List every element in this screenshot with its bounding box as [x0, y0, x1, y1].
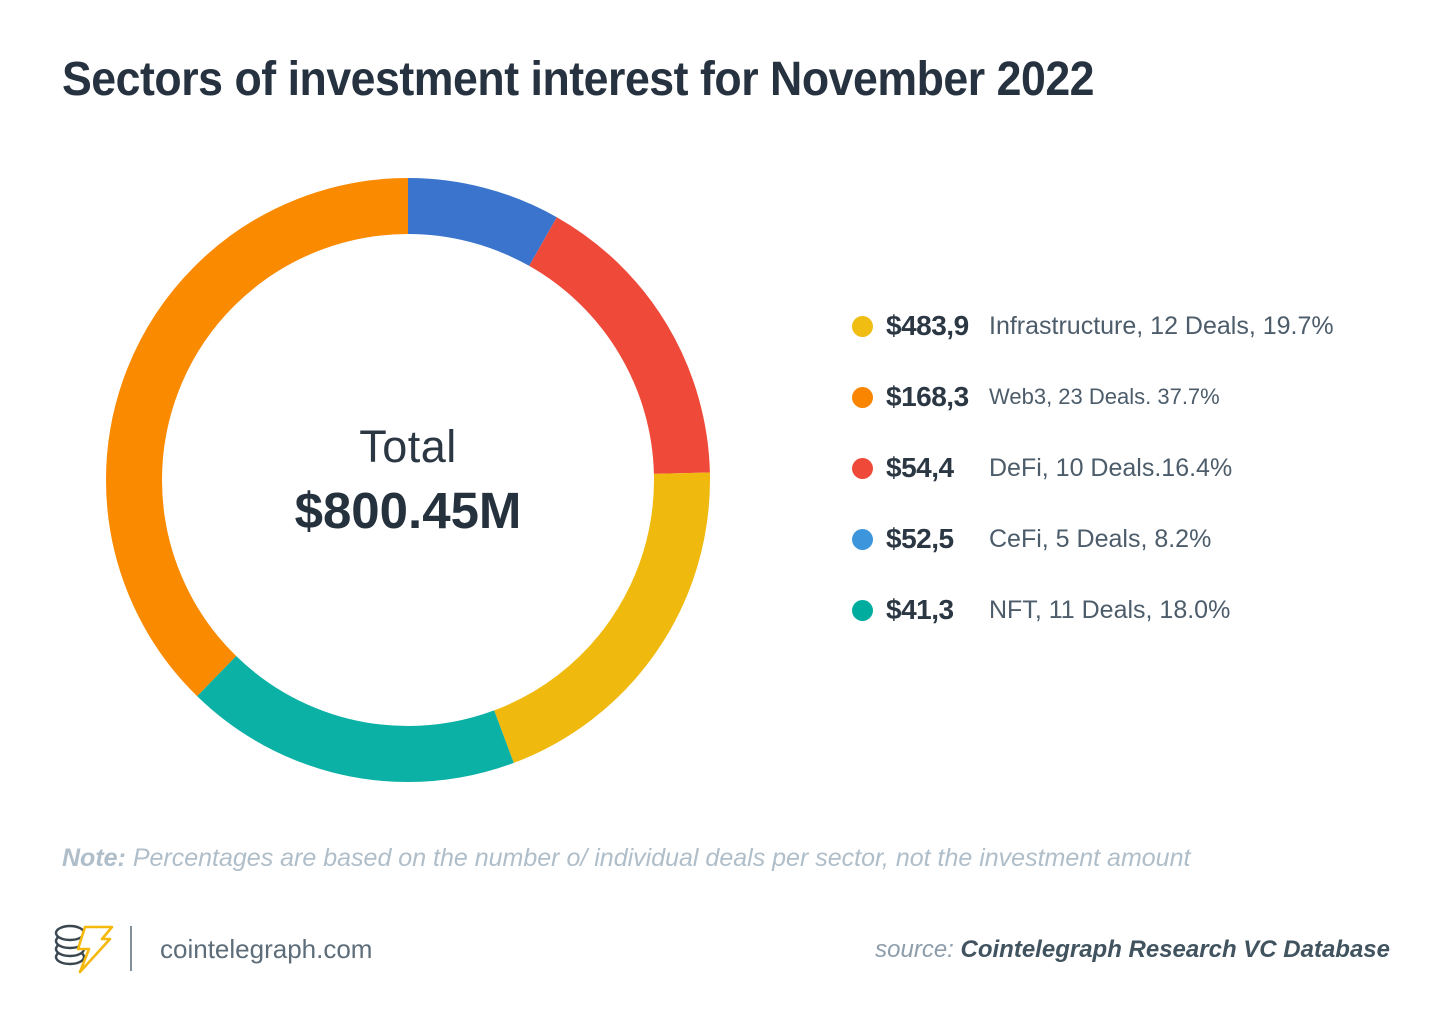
legend-value: $483,9 [886, 310, 969, 341]
cefi-dot-icon [852, 528, 873, 550]
footer-source: source: Cointelegraph Research VC Databa… [875, 936, 1390, 964]
donut-chart [106, 178, 710, 782]
legend-row-defi: $54,4 DeFi, 10 Deals.16.4% [852, 443, 1334, 493]
infrastructure-dot-icon [852, 315, 873, 337]
legend-row-web3: $168,3 Web3, 23 Deals. 37.7% [852, 372, 1334, 422]
cointelegraph-logo-icon [54, 924, 114, 974]
footnote-prefix: Note: [62, 844, 126, 872]
legend: $483,9 Infrastructure, 12 Deals, 19.7% $… [852, 301, 1334, 656]
donut-segment-web3 [106, 178, 710, 782]
footer-divider [130, 926, 132, 971]
page-title: Sectors of investment interest for Novem… [62, 53, 1095, 106]
legend-label: NFT, 11 Deals, 18.0% [989, 595, 1231, 624]
donut-center-text: Total $800.45M [102, 174, 714, 786]
source-name: Cointelegraph Research VC Database [960, 936, 1390, 963]
legend-value: $41,3 [886, 594, 954, 625]
donut-segment-infrastructure [106, 178, 710, 782]
total-label: Total [359, 420, 457, 472]
nft-dot-icon [852, 599, 873, 621]
legend-row-nft: $41,3 NFT, 11 Deals, 18.0% [852, 585, 1334, 635]
legend-value: $52,5 [886, 523, 954, 554]
legend-row-infrastructure: $483,9 Infrastructure, 12 Deals, 19.7% [852, 301, 1334, 351]
legend-label: CeFi, 5 Deals, 8.2% [989, 524, 1212, 553]
donut-segment-nft [106, 178, 710, 782]
legend-label: Web3, 23 Deals. 37.7% [989, 384, 1220, 409]
lightning-bolt-icon [76, 925, 114, 974]
legend-label: Infrastructure, 12 Deals, 19.7% [989, 311, 1334, 340]
legend-row-cefi: $52,5 CeFi, 5 Deals, 8.2% [852, 514, 1334, 564]
web3-dot-icon [852, 386, 873, 408]
footnote-text: Percentages are based on the number o/ i… [125, 844, 1191, 872]
total-value: $800.45M [294, 481, 522, 539]
legend-label: DeFi, 10 Deals.16.4% [989, 453, 1233, 482]
defi-dot-icon [852, 457, 873, 479]
footer-site-text: cointelegraph.com [160, 934, 373, 964]
source-prefix: source: [875, 936, 961, 963]
footnote: Note: Percentages are based on the numbe… [62, 844, 1190, 873]
donut-chart-container: Total $800.45M [102, 174, 714, 786]
legend-value: $54,4 [886, 452, 954, 483]
legend-value: $168,3 [886, 381, 969, 412]
